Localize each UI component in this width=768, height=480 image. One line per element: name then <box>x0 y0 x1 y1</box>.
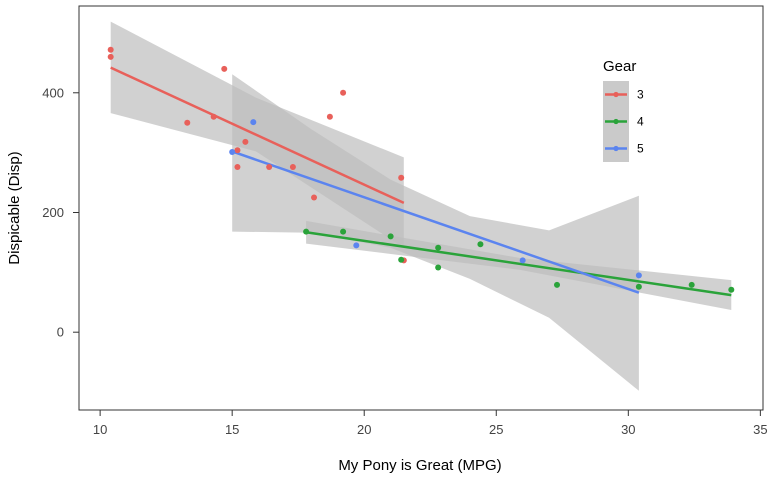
point-gear-4 <box>398 256 405 263</box>
y-axis: 0 200 400 <box>42 85 79 340</box>
legend-key-point-gear-5 <box>613 145 619 152</box>
point-gear-3 <box>221 65 228 72</box>
point-gear-3 <box>242 138 249 145</box>
point-gear-3 <box>107 46 114 53</box>
x-axis-title: My Pony is Great (MPG) <box>338 457 501 474</box>
point-gear-5 <box>635 272 642 279</box>
point-gear-3 <box>234 147 241 154</box>
x-tick-label: 25 <box>489 422 503 437</box>
point-gear-3 <box>184 119 191 126</box>
point-gear-3 <box>289 164 296 171</box>
y-tick-label: 0 <box>57 325 64 340</box>
legend-key-point-gear-4 <box>613 118 619 125</box>
point-gear-4 <box>554 281 561 288</box>
x-tick-label: 10 <box>93 422 107 437</box>
point-gear-4 <box>635 283 642 290</box>
x-tick-label: 15 <box>225 422 239 437</box>
point-gear-3 <box>398 174 405 181</box>
regression-line-gear-5 <box>231 150 640 294</box>
legend-key-point-gear-3 <box>613 91 619 98</box>
point-gear-4 <box>303 228 310 235</box>
regression-line-gear-4 <box>305 231 732 297</box>
legend: Gear 3 4 5 <box>603 58 644 162</box>
point-gear-4 <box>688 281 695 288</box>
legend-label-gear-3: 3 <box>637 88 644 102</box>
regression-lines <box>110 66 732 297</box>
point-gear-4 <box>435 244 442 251</box>
point-gear-4 <box>340 228 347 235</box>
y-tick-label: 200 <box>42 205 64 220</box>
x-tick-label: 35 <box>753 422 767 437</box>
y-axis-title: Dispicable (Disp) <box>6 151 23 264</box>
point-gear-4 <box>387 233 394 240</box>
point-gear-3 <box>311 194 318 201</box>
legend-label-gear-5: 5 <box>637 142 644 156</box>
legend-label-gear-4: 4 <box>637 115 644 129</box>
point-gear-3 <box>340 89 347 96</box>
data-points <box>107 46 735 293</box>
x-tick-label: 30 <box>621 422 635 437</box>
point-gear-5 <box>353 242 360 249</box>
x-axis: 10 15 20 25 30 35 <box>93 410 768 437</box>
point-gear-5 <box>250 119 257 126</box>
point-gear-3 <box>266 164 273 171</box>
point-gear-3 <box>210 113 217 120</box>
point-gear-3 <box>326 113 333 120</box>
confidence-band-gear-5 <box>232 74 639 391</box>
point-gear-5 <box>519 257 526 264</box>
point-gear-4 <box>728 286 735 293</box>
point-gear-5 <box>229 149 236 156</box>
point-gear-4 <box>477 241 484 248</box>
legend-title: Gear <box>603 58 636 75</box>
point-gear-4 <box>435 264 442 271</box>
point-gear-3 <box>107 53 114 60</box>
regression-line-gear-3 <box>110 66 405 205</box>
x-tick-label: 20 <box>357 422 371 437</box>
y-tick-label: 400 <box>42 85 64 100</box>
point-gear-3 <box>234 164 241 171</box>
